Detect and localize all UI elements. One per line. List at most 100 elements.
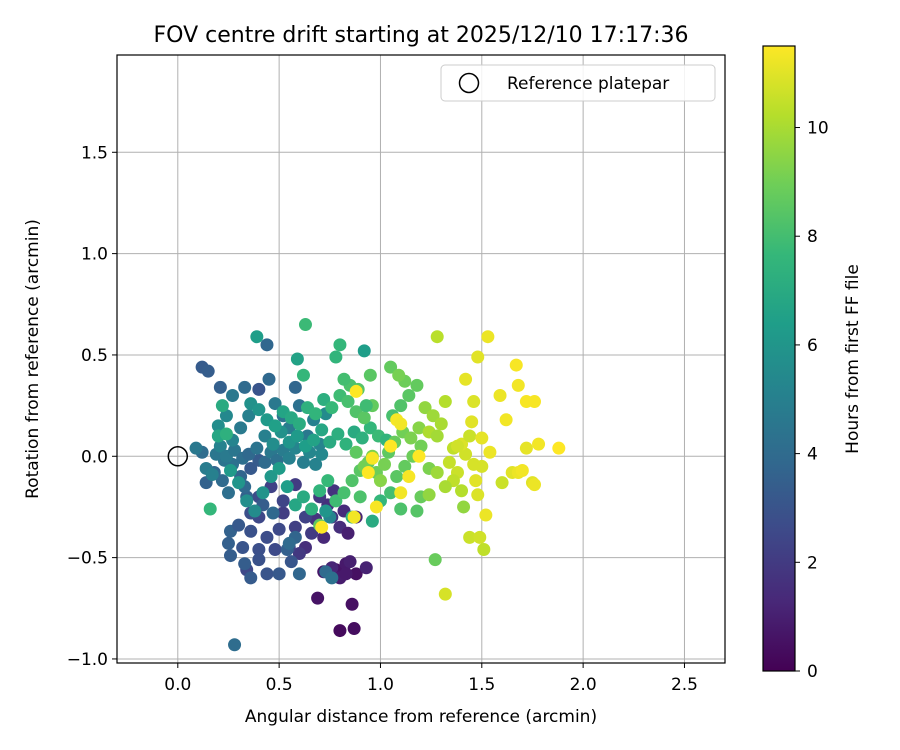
data-point [363, 421, 377, 435]
x-axis-ticks: 0.0 0.5 1.0 1.5 2.0 2.5 [164, 663, 698, 695]
data-point [426, 409, 440, 423]
data-point [384, 486, 398, 500]
colorbar-tick-label: 2 [807, 553, 818, 573]
data-point [213, 380, 227, 394]
data-point [284, 555, 298, 569]
x-axis-label: Angular distance from reference (arcmin) [245, 707, 597, 727]
data-point [327, 484, 341, 498]
data-point [527, 478, 541, 492]
data-point [309, 407, 323, 421]
data-point [404, 431, 418, 445]
data-point [422, 488, 436, 502]
legend-reference-marker [458, 72, 480, 94]
data-point [221, 536, 235, 550]
data-point [333, 624, 347, 638]
data-point [357, 411, 371, 425]
colorbar: 0 2 4 6 8 10 Hours from first FF file [762, 45, 863, 682]
y-tick-label: 0.0 [81, 447, 108, 467]
data-point [252, 382, 266, 396]
data-point [365, 514, 379, 528]
data-point [465, 415, 479, 429]
data-point [434, 417, 448, 431]
y-tick-label: 1.5 [81, 143, 108, 163]
data-point [309, 457, 323, 471]
data-point [349, 567, 363, 581]
data-point [463, 429, 477, 443]
data-point [430, 465, 444, 479]
data-point [234, 421, 248, 435]
data-point [515, 463, 529, 477]
data-point [361, 465, 375, 479]
data-point [288, 520, 302, 534]
data-point [298, 318, 312, 332]
data-point [331, 427, 345, 441]
data-point [213, 439, 227, 453]
y-tick-label: 1.0 [81, 245, 108, 265]
data-point [337, 372, 351, 386]
data-point [258, 455, 272, 469]
data-point [333, 338, 347, 352]
data-point [428, 553, 442, 567]
data-point [349, 445, 363, 459]
data-point [252, 553, 266, 567]
data-point [250, 330, 264, 344]
data-point [430, 330, 444, 344]
data-point [329, 494, 343, 508]
y-tick-label: 0.5 [81, 346, 108, 366]
data-point [252, 403, 266, 417]
data-point [527, 395, 541, 409]
data-point [290, 429, 304, 443]
data-point [292, 417, 306, 431]
data-point [369, 500, 383, 514]
data-point [311, 591, 325, 605]
chart-title: FOV centre drift starting at 2025/12/10 … [154, 23, 689, 48]
data-point [457, 500, 471, 514]
data-point [402, 388, 416, 402]
data-point [280, 480, 294, 494]
data-point [305, 526, 319, 540]
colorbar-ticks: 0 2 4 6 8 10 [795, 119, 829, 682]
data-point [519, 441, 533, 455]
data-point [264, 470, 278, 484]
data-point [467, 395, 481, 409]
data-point [215, 474, 229, 488]
y-axis-label: Rotation from reference (arcmin) [23, 219, 43, 499]
data-point [438, 480, 452, 494]
data-point [258, 429, 272, 443]
data-point [481, 330, 495, 344]
data-point [365, 451, 379, 465]
data-point [272, 567, 286, 581]
data-point [236, 540, 250, 554]
data-point [321, 474, 335, 488]
data-point [323, 435, 337, 449]
data-points [189, 318, 566, 652]
data-point [339, 567, 353, 581]
data-point [430, 429, 444, 443]
data-point [226, 388, 240, 402]
data-point [262, 372, 276, 386]
data-point [532, 437, 546, 451]
colorbar-tick-label: 10 [807, 119, 829, 139]
data-point [266, 506, 280, 520]
data-point [223, 549, 237, 563]
data-point [228, 638, 242, 652]
data-point [402, 470, 416, 484]
data-point [475, 431, 489, 445]
data-point [347, 510, 361, 524]
data-point [238, 380, 252, 394]
data-point [205, 468, 219, 482]
data-point [276, 494, 290, 508]
data-point [345, 597, 359, 611]
data-point [471, 350, 485, 364]
data-point [219, 409, 233, 423]
data-point [469, 474, 483, 488]
x-tick-label: 0.5 [266, 675, 293, 695]
data-point [442, 455, 456, 469]
data-point [418, 401, 432, 415]
data-point [296, 455, 310, 469]
data-point [315, 447, 329, 461]
data-point [499, 413, 513, 427]
data-point [307, 433, 321, 447]
data-point [345, 474, 359, 488]
